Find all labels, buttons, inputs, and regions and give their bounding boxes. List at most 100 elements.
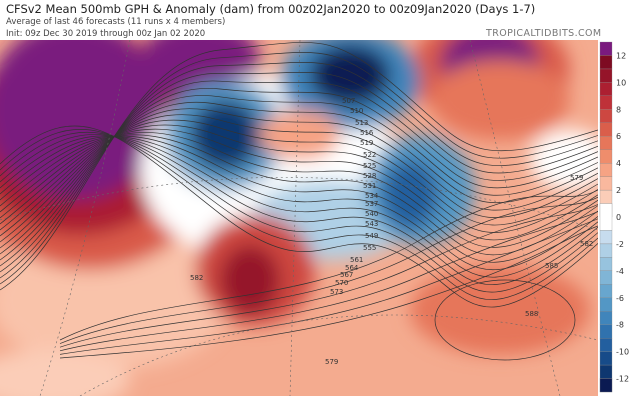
contour-line: [59, 189, 598, 341]
colorbar-bin: [599, 243, 613, 258]
contour-line: [59, 218, 598, 355]
colorbar-tick-label: 2: [616, 186, 621, 195]
init-time: Init: 09z Dec 30 2019 through 00z Jan 02…: [6, 29, 206, 39]
map-subtitle: Average of last 46 forecasts (11 runs x …: [6, 17, 226, 27]
colorbar-bin: [599, 136, 613, 150]
contour-line: [0, 135, 598, 278]
colorbar-tick-label: -2: [616, 240, 624, 249]
colorbar-bin: [599, 297, 613, 312]
contour-line: [0, 88, 598, 261]
map-title: CFSv2 Mean 500mb GPH & Anomaly (dam) fro…: [6, 2, 536, 16]
colorbar-bin: [599, 189, 613, 204]
contour-line: [0, 134, 598, 256]
contour-label: 534: [365, 192, 379, 200]
contour-line: [59, 211, 598, 352]
colorbar-bin: [599, 351, 613, 366]
colorbar-bin: [599, 378, 613, 393]
contour-label: 513: [355, 119, 368, 127]
contour-label: 507: [342, 97, 355, 105]
contour-label: 519: [360, 139, 373, 147]
contour-label: 522: [363, 151, 376, 159]
contour-label: 555: [363, 244, 376, 252]
contour-line: [59, 225, 598, 359]
contour-line: [0, 135, 598, 263]
contour-label: 573: [330, 288, 343, 296]
contour-label: 588: [525, 310, 538, 318]
colorbar-tick-label: -12: [616, 375, 629, 384]
colorbar-tick-label: -8: [616, 321, 624, 330]
contour-line: [0, 129, 598, 300]
lat-lon-grid: [0, 40, 598, 396]
colorbar-tick-label: 10: [616, 78, 626, 87]
colorbar-tick-label: 8: [616, 105, 621, 114]
contour-line: [0, 124, 598, 233]
colorbar-tick-label: 0: [616, 213, 621, 222]
colorbar-bin: [599, 163, 613, 177]
contour-label: 537: [365, 200, 378, 208]
brand-watermark: TROPICALTIDBITS.COM: [486, 28, 602, 39]
contour-line: [434, 279, 576, 361]
colorbar-tick-label: -4: [616, 267, 624, 276]
colorbar-bin: [599, 109, 613, 123]
contour-line: [0, 125, 598, 308]
contour-line: [0, 72, 598, 273]
contour-label: 564: [345, 264, 359, 272]
contour-line: [0, 102, 598, 249]
colorbar-bin: [599, 176, 613, 191]
contour-line: [59, 204, 598, 348]
contour-label: 525: [363, 162, 376, 170]
contour-line: [0, 131, 598, 293]
contour-line: [0, 132, 598, 248]
contour-label: 567: [340, 271, 353, 279]
contour-label: 531: [363, 182, 376, 190]
colorbar-bin: [599, 95, 613, 110]
contour-label: 570: [335, 279, 348, 287]
contour-line: [0, 42, 598, 291]
contour-line: [0, 95, 598, 255]
colorbar-tick-label: -10: [616, 348, 629, 357]
colorbar-bin: [599, 324, 613, 339]
contour-line: [59, 196, 598, 344]
colorbar-bin: [599, 55, 613, 70]
contour-label: 540: [365, 210, 378, 218]
contour-label: 510: [350, 107, 363, 115]
colorbar-bin: [599, 311, 613, 325]
colorbar-bin: [599, 338, 613, 352]
colorbar: 12 10 8 6 4 2 0 -2 -4 -6 -8 -10 -12: [599, 41, 629, 393]
colorbar-bin: [599, 257, 613, 271]
contour-label: 528: [363, 172, 376, 180]
colorbar-bin: [599, 270, 613, 285]
contour-line: [0, 119, 598, 231]
colorbar-bin: [599, 284, 613, 298]
colorbar-bin: [599, 82, 613, 96]
colorbar-bin: [599, 41, 613, 56]
colorbar-bin: [599, 122, 613, 137]
contour-label: 543: [365, 220, 378, 228]
contour-label: 582: [190, 274, 203, 282]
contour-line: [0, 114, 598, 237]
contour-label: 585: [545, 262, 558, 270]
colorbar-bin: [599, 203, 613, 231]
colorbar-tick-label: 12: [616, 51, 626, 60]
contour-label: 582: [580, 240, 593, 248]
contour-line: [0, 62, 598, 279]
contour-label: 579: [570, 174, 583, 182]
colorbar-tick-label: -6: [616, 294, 624, 303]
contour-label: 516: [360, 129, 374, 137]
contour-line: [0, 52, 598, 285]
height-contours: [0, 42, 598, 361]
contour-line: [0, 80, 598, 267]
colorbar-bin: [599, 364, 613, 379]
colorbar-bin: [599, 149, 613, 164]
colorbar-bin: [599, 230, 613, 245]
contour-line: [0, 136, 598, 271]
contour-label: 579: [325, 358, 338, 366]
contour-line: [0, 108, 598, 243]
anomaly-field: [0, 40, 598, 396]
contour-label: 549: [365, 232, 378, 240]
contour-line: [0, 134, 598, 285]
colorbar-tick-label: 6: [616, 132, 621, 141]
colorbar-bin: [599, 68, 613, 83]
